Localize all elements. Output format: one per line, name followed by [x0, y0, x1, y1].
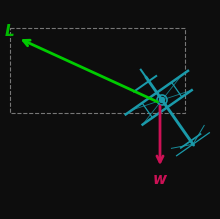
Circle shape	[160, 97, 165, 102]
Text: L: L	[5, 23, 15, 39]
Text: w: w	[153, 173, 167, 187]
Bar	[10, 28, 185, 113]
